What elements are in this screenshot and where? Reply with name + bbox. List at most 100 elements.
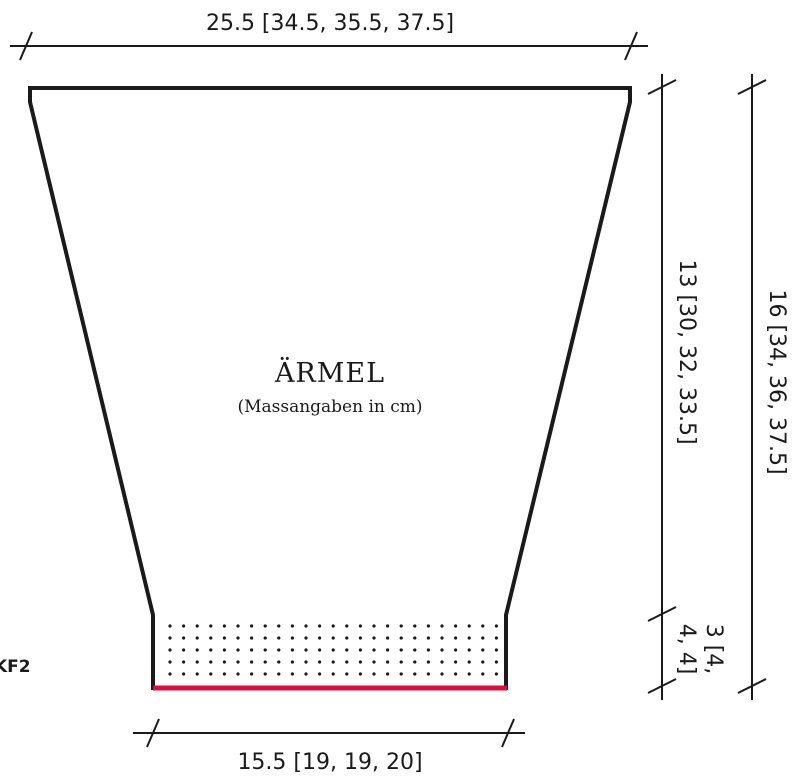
inner-height-dimension [647,74,677,700]
rib-dot [345,624,349,628]
rib-dot [440,636,444,640]
rib-dot [413,648,417,652]
rib-dot [250,660,254,664]
rib-dot [182,660,186,664]
rib-dot [195,672,199,676]
rib-dot [277,636,281,640]
rib-dot [168,636,172,640]
rib-dot [413,672,417,676]
rib-dot [481,660,485,664]
rib-dot [426,672,430,676]
rib-dot [290,636,294,640]
rib-dot [399,648,403,652]
kf2-marker: KF2 [0,657,31,677]
rib-dot [250,636,254,640]
rib-dot [222,636,226,640]
rib-dot [331,660,335,664]
rib-dot [481,648,485,652]
rib-dot [358,636,362,640]
rib-dot [263,672,267,676]
rib-dot [236,660,240,664]
rib-dot [413,636,417,640]
rib-dot [467,672,471,676]
rib-dot [318,648,322,652]
rib-dot [345,660,349,664]
cuff-height-label-line1: 3 [4, [701,624,726,675]
inner-height-label: 13 [30, 32, 33.5] [674,259,699,444]
rib-dot [440,660,444,664]
top-width-label: 25.5 [34.5, 35.5, 37.5] [206,11,454,36]
rib-dot [386,624,390,628]
rib-dot [331,672,335,676]
bottom-width-label: 15.5 [19, 19, 20] [237,750,422,775]
rib-dot [358,648,362,652]
rib-dot [399,636,403,640]
rib-dot [209,660,213,664]
rib-dot [426,660,430,664]
piece-title: ÄRMEL [274,356,385,389]
rib-dot [440,624,444,628]
rib-dot [182,624,186,628]
rib-dot [290,660,294,664]
rib-dot [277,624,281,628]
rib-dot [304,636,308,640]
rib-dot [386,648,390,652]
rib-dot [277,648,281,652]
rib-dot [290,672,294,676]
total-height-label: 16 [34, 36, 37.5] [764,289,789,474]
rib-dot [236,636,240,640]
rib-dot [195,624,199,628]
rib-dot [182,636,186,640]
rib-dot [345,648,349,652]
rib-dot [222,660,226,664]
piece-subtitle: (Massangaben in cm) [237,397,422,417]
rib-dot [209,648,213,652]
rib-dot [195,648,199,652]
rib-dot [454,624,458,628]
rib-dot [236,624,240,628]
rib-dot [372,624,376,628]
rib-dot [168,648,172,652]
rib-dot [331,636,335,640]
bottom-width-dimension [133,718,525,748]
rib-dot [331,624,335,628]
rib-dot [168,672,172,676]
rib-dot [304,624,308,628]
rib-dot [372,648,376,652]
rib-dot [304,660,308,664]
cuff-height-label-line2: 4, 4] [674,624,699,675]
rib-dot [331,648,335,652]
rib-dot [290,648,294,652]
rib-dot [481,636,485,640]
rib-dot [209,624,213,628]
rib-dot [372,672,376,676]
rib-dot [263,624,267,628]
rib-dot [413,660,417,664]
rib-dot [182,648,186,652]
rib-dot [318,636,322,640]
rib-dot [399,672,403,676]
rib-dot [372,636,376,640]
rib-dot [358,660,362,664]
rib-dot [481,672,485,676]
rib-dot [494,624,498,628]
rib-dot [399,660,403,664]
rib-dot [426,624,430,628]
rib-dot [345,636,349,640]
rib-dot [263,648,267,652]
rib-dot [182,672,186,676]
rib-dot [222,624,226,628]
rib-dot [467,636,471,640]
rib-dot [263,660,267,664]
rib-dot [277,672,281,676]
total-height-dimension [737,74,767,700]
rib-dot [209,672,213,676]
rib-dot [494,660,498,664]
rib-dot [358,672,362,676]
rib-dot [277,660,281,664]
rib-dot [386,636,390,640]
rib-dot [494,636,498,640]
rib-dot [168,624,172,628]
rib-dot [195,636,199,640]
